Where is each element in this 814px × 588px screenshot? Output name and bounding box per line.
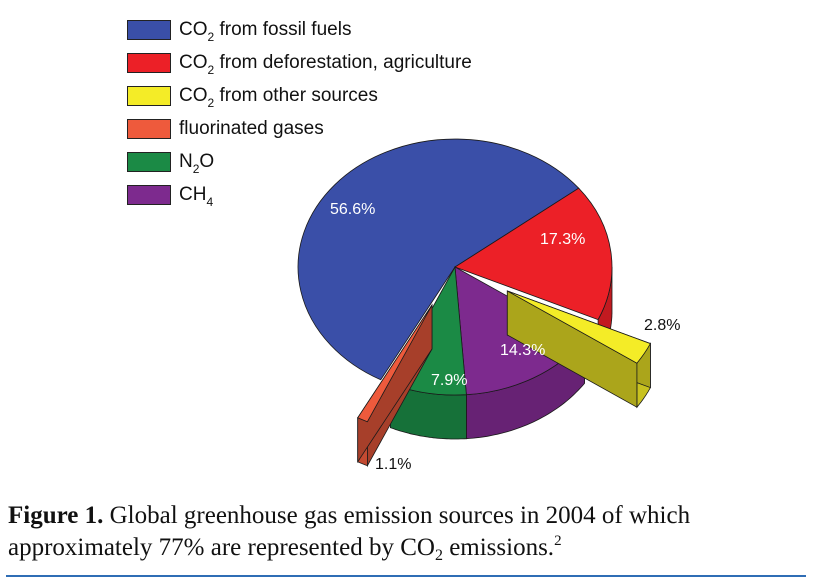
legend-item-6: CH4: [127, 183, 547, 209]
legend-item-1: CO2 from fossil fuels: [127, 18, 547, 44]
legend-item-5: N2O: [127, 150, 547, 176]
legend-label: CO2 from fossil fuels: [179, 19, 352, 44]
legend-swatch: [127, 119, 171, 139]
pie-chart: 56.6% 17.3% 2.8% 14.3% 7.9% 1.1%: [297, 138, 680, 473]
slice-label-1: 56.6%: [330, 201, 375, 218]
slice-label-6: 1.1%: [375, 456, 411, 473]
legend-label: fluorinated gases: [179, 118, 324, 139]
legend-label: N2O: [179, 151, 215, 176]
legend-item-3: CO2 from other sources: [127, 84, 547, 110]
caption-label: Figure 1.: [8, 502, 104, 529]
legend-swatch: [127, 152, 171, 172]
pie-slice-6: [357, 303, 433, 468]
slice-label-3: 2.8%: [644, 317, 680, 334]
legend-label: CO2 from other sources: [179, 85, 378, 110]
caption-line1: Global greenhouse gas emission sources i…: [103, 502, 691, 529]
pie-slice-1: [297, 138, 580, 381]
legend-label: CO2 from deforestation, agriculture: [179, 52, 472, 77]
legend-item-4: fluorinated gases: [127, 117, 547, 143]
caption-reference: 2: [554, 533, 562, 549]
caption-line2-post: emissions.: [442, 534, 555, 561]
legend-swatch: [127, 185, 171, 205]
legend-swatch: [127, 20, 171, 40]
caption-subscript: 2: [434, 547, 443, 564]
legend-label: CH4: [179, 184, 214, 209]
pie-slice-3: [506, 290, 651, 409]
caption-rule: [6, 575, 806, 577]
legend-swatch: [127, 86, 171, 106]
figure-caption: Figure 1. Global greenhouse gas emission…: [8, 500, 808, 564]
caption-line2-pre: approximately 77% are represented by CO: [8, 534, 435, 561]
slice-label-2: 17.3%: [540, 231, 585, 248]
slice-label-5: 7.9%: [431, 372, 467, 389]
slice-label-4: 14.3%: [500, 342, 545, 359]
legend-swatch: [127, 53, 171, 73]
legend-item-2: CO2 from deforestation, agriculture: [127, 51, 547, 77]
